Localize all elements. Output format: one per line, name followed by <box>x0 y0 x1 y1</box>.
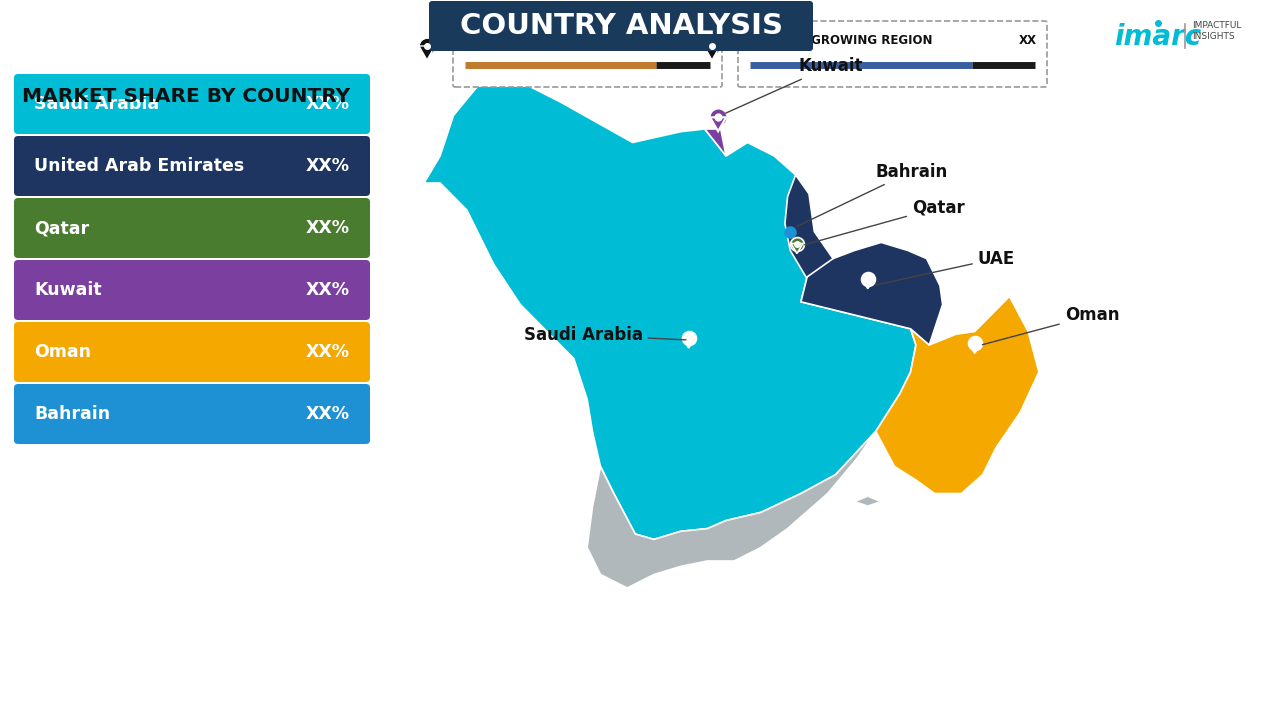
Text: XX: XX <box>694 34 712 47</box>
Polygon shape <box>791 243 803 253</box>
Text: Saudi Arabia: Saudi Arabia <box>35 95 159 113</box>
Text: IMPACTFUL
INSIGHTS: IMPACTFUL INSIGHTS <box>1192 22 1242 41</box>
Polygon shape <box>710 117 726 131</box>
Text: XX%: XX% <box>306 405 349 423</box>
Text: Bahrain: Bahrain <box>796 163 947 226</box>
FancyBboxPatch shape <box>14 260 370 320</box>
Polygon shape <box>969 343 980 354</box>
Polygon shape <box>785 175 833 277</box>
FancyBboxPatch shape <box>14 136 370 196</box>
Polygon shape <box>801 232 942 345</box>
FancyBboxPatch shape <box>14 74 370 134</box>
Polygon shape <box>588 431 876 588</box>
Text: MARKET SHARE BY COUNTRY: MARKET SHARE BY COUNTRY <box>22 88 351 107</box>
Polygon shape <box>856 497 879 505</box>
FancyBboxPatch shape <box>739 21 1047 87</box>
Text: XX%: XX% <box>306 219 349 237</box>
Text: imarc: imarc <box>1115 23 1202 51</box>
Text: XX%: XX% <box>306 157 349 175</box>
Text: Kuwait: Kuwait <box>35 281 101 299</box>
FancyBboxPatch shape <box>14 322 370 382</box>
Polygon shape <box>704 46 719 60</box>
Polygon shape <box>424 75 916 539</box>
Text: Bahrain: Bahrain <box>35 405 110 423</box>
Text: Oman: Oman <box>982 307 1119 345</box>
Text: LARGEST REGION: LARGEST REGION <box>465 34 581 47</box>
Text: Saudi Arabia: Saudi Arabia <box>524 326 686 344</box>
Text: Qatar: Qatar <box>35 219 90 237</box>
Polygon shape <box>682 338 695 348</box>
Text: COUNTRY ANALYSIS: COUNTRY ANALYSIS <box>460 12 782 40</box>
FancyBboxPatch shape <box>14 384 370 444</box>
Text: Oman: Oman <box>35 343 91 361</box>
Text: XX%: XX% <box>306 343 349 361</box>
Text: XX: XX <box>1019 34 1037 47</box>
Text: XX%: XX% <box>306 281 349 299</box>
FancyBboxPatch shape <box>14 198 370 258</box>
Polygon shape <box>419 46 435 60</box>
Text: Qatar: Qatar <box>805 199 965 245</box>
Text: XX%: XX% <box>306 95 349 113</box>
Polygon shape <box>705 129 726 156</box>
Polygon shape <box>876 297 1039 493</box>
Text: FASTEST GROWING REGION: FASTEST GROWING REGION <box>750 34 933 47</box>
FancyBboxPatch shape <box>429 1 813 51</box>
Polygon shape <box>861 279 874 289</box>
Text: Kuwait: Kuwait <box>726 58 863 113</box>
FancyBboxPatch shape <box>453 21 722 87</box>
Text: UAE: UAE <box>876 250 1015 285</box>
Text: United Arab Emirates: United Arab Emirates <box>35 157 244 175</box>
